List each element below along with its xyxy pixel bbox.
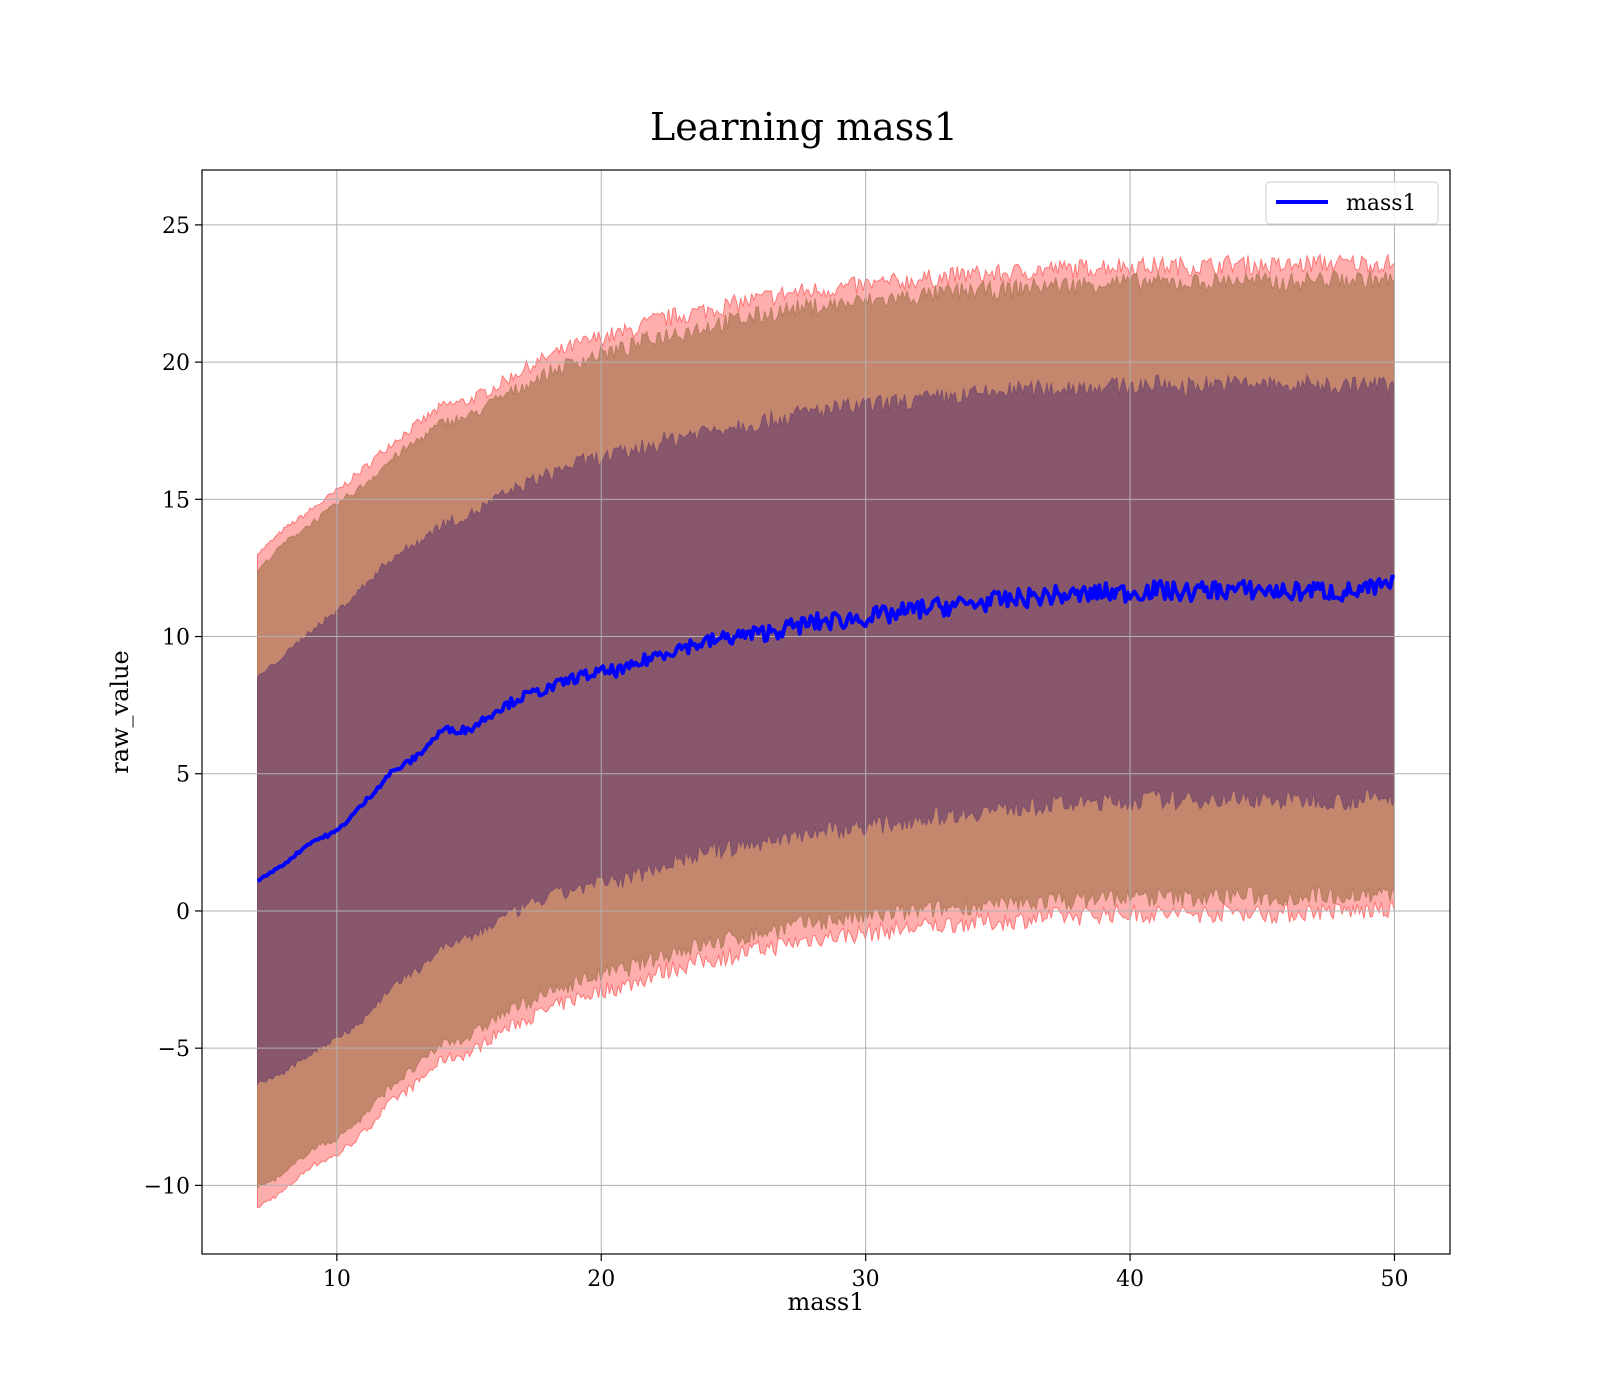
series-lines xyxy=(256,574,1395,883)
x-tick-label: 10 xyxy=(323,1267,351,1292)
chart-title: Learning mass1 xyxy=(650,105,958,149)
y-axis-title: raw_value xyxy=(106,650,134,774)
plot-frame xyxy=(201,169,1451,1255)
legend-box xyxy=(1265,181,1439,225)
series-line-mass1 xyxy=(256,574,1395,883)
y-tick-label: −10 xyxy=(144,1174,190,1199)
y-tick-label: 5 xyxy=(176,763,190,788)
x-axis-title: mass1 xyxy=(788,1288,865,1316)
y-tick-label: 10 xyxy=(162,626,190,651)
x-axis-ticks: 10 20 30 40 50 xyxy=(323,1254,1408,1292)
y-tick-label: −5 xyxy=(158,1037,190,1062)
y-tick-label: 20 xyxy=(162,351,190,376)
x-tick-label: 40 xyxy=(1116,1267,1144,1292)
legend: mass1 xyxy=(1265,181,1439,225)
x-tick-label: 50 xyxy=(1380,1267,1408,1292)
grid-lines xyxy=(202,170,1450,1254)
confidence-bands xyxy=(257,252,1395,1208)
y-tick-label: 15 xyxy=(162,488,190,513)
x-tick-label: 30 xyxy=(852,1267,880,1292)
x-tick-label: 20 xyxy=(587,1267,615,1292)
y-tick-label: 0 xyxy=(176,900,190,925)
y-tick-label: 25 xyxy=(162,214,190,239)
y-axis-ticks: −10 −5 0 5 10 15 20 25 xyxy=(144,214,202,1199)
legend-label: mass1 xyxy=(1346,191,1417,216)
